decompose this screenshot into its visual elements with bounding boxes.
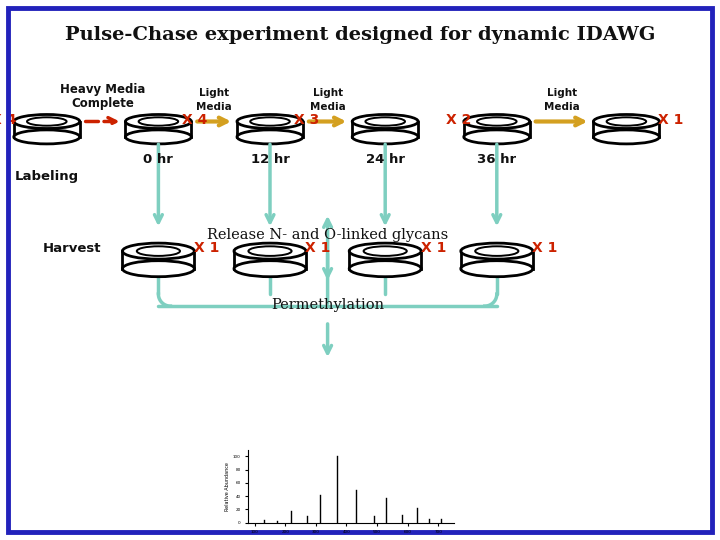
Text: Light: Light: [546, 89, 577, 98]
Ellipse shape: [235, 244, 305, 258]
Text: 24 hr: 24 hr: [366, 153, 405, 166]
Ellipse shape: [127, 115, 190, 128]
Text: 36 hr: 36 hr: [477, 153, 516, 166]
Text: Heavy Media: Heavy Media: [60, 83, 145, 96]
Text: X 1: X 1: [194, 241, 219, 255]
Text: X 1: X 1: [532, 241, 557, 255]
Bar: [350, 251, 420, 269]
Text: X 3: X 3: [294, 112, 320, 126]
Ellipse shape: [123, 244, 194, 258]
Text: Release N- and O-linked glycans: Release N- and O-linked glycans: [207, 228, 449, 242]
Text: Labeling: Labeling: [14, 170, 79, 183]
Bar: [238, 122, 302, 137]
Text: X 1: X 1: [305, 241, 330, 255]
Ellipse shape: [15, 115, 78, 128]
Text: Permethylation: Permethylation: [271, 298, 384, 312]
Ellipse shape: [237, 130, 303, 144]
Ellipse shape: [234, 261, 306, 276]
Text: X 1: X 1: [420, 241, 446, 255]
Ellipse shape: [593, 130, 660, 144]
Bar: [462, 251, 532, 269]
Text: X 2: X 2: [446, 112, 472, 126]
Ellipse shape: [352, 130, 418, 144]
Text: 12 hr: 12 hr: [251, 153, 289, 166]
Ellipse shape: [354, 115, 417, 128]
Ellipse shape: [122, 261, 194, 276]
Bar: [235, 251, 305, 269]
Ellipse shape: [14, 130, 80, 144]
Text: Light: Light: [312, 89, 343, 98]
Bar: [127, 122, 190, 137]
Text: Harvest: Harvest: [42, 241, 102, 254]
Text: X 1: X 1: [657, 112, 683, 126]
Ellipse shape: [350, 244, 420, 258]
Ellipse shape: [465, 115, 528, 128]
Text: 0 hr: 0 hr: [143, 153, 174, 166]
Bar: [15, 122, 78, 137]
Ellipse shape: [461, 261, 533, 276]
Ellipse shape: [464, 130, 530, 144]
Text: Media: Media: [544, 103, 580, 112]
Bar: [123, 251, 194, 269]
Ellipse shape: [349, 261, 421, 276]
Ellipse shape: [125, 130, 192, 144]
Text: Media: Media: [197, 103, 232, 112]
Text: X 4: X 4: [0, 112, 17, 126]
Text: Pulse-Chase experiment designed for dynamic IDAWG: Pulse-Chase experiment designed for dyna…: [65, 26, 655, 44]
Bar: [465, 122, 528, 137]
Ellipse shape: [595, 115, 658, 128]
Bar: [595, 122, 658, 137]
Text: Media: Media: [310, 103, 346, 112]
Y-axis label: Relative Abundance: Relative Abundance: [225, 462, 230, 511]
Text: X 4: X 4: [181, 112, 207, 126]
Text: Complete: Complete: [71, 97, 134, 110]
Bar: [354, 122, 417, 137]
Text: Light: Light: [199, 89, 229, 98]
Ellipse shape: [462, 244, 532, 258]
Ellipse shape: [238, 115, 302, 128]
